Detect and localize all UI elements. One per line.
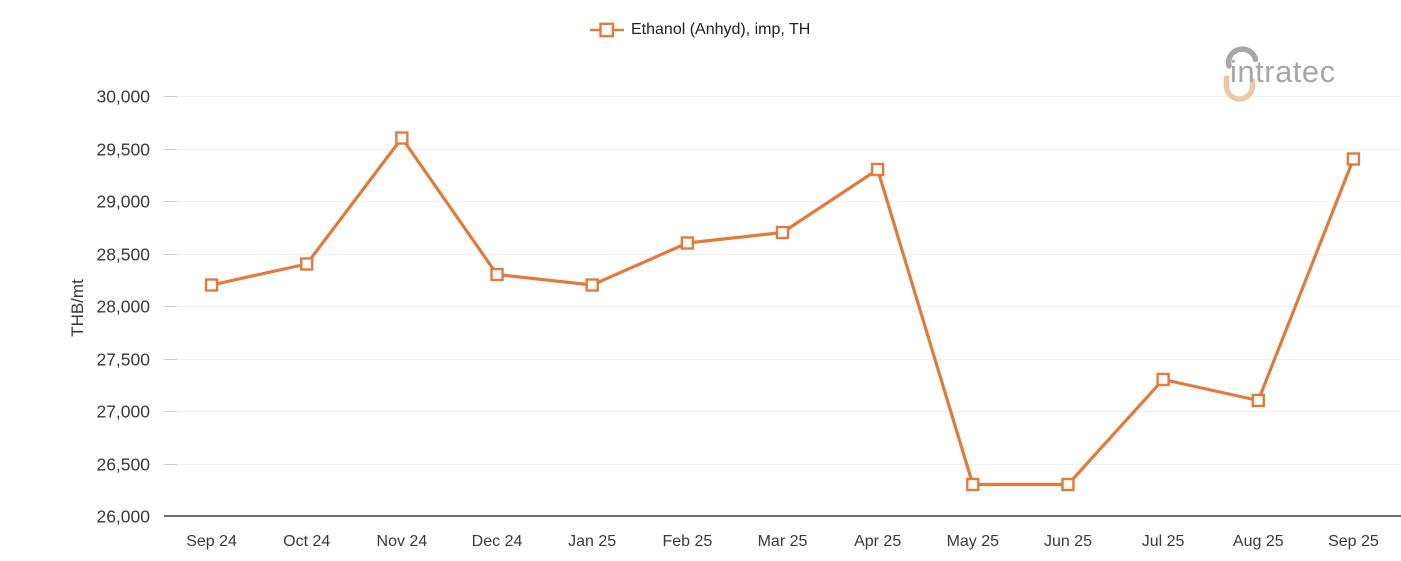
intratec-logo: intratec [1223,46,1336,102]
y-tick-label: 27,500 [96,350,150,370]
data-point-marker [490,267,504,282]
x-tick-label: Jun 25 [1044,533,1092,550]
data-point-marker [1346,152,1361,166]
data-point-marker [680,236,695,250]
x-tick-label: May 25 [947,533,1000,550]
data-point-marker [1251,393,1265,408]
y-tick-label: 28,000 [96,297,150,317]
logo-bottom-arc [1223,75,1256,102]
logo-text: intratec [1230,54,1336,89]
data-point-marker [870,162,885,177]
x-tick-label: Sep 25 [1328,533,1379,550]
x-tick-label: Nov 24 [377,533,428,550]
data-point-marker [775,225,790,240]
legend-item[interactable]: Ethanol (Anhyd), imp, TH [590,19,810,41]
data-point-marker [1061,477,1075,492]
x-tick-label: Aug 25 [1233,533,1284,550]
data-point-marker [300,257,314,271]
logo-top-arc [1225,46,1259,69]
x-tick-label: Sep 24 [186,533,237,550]
legend-marker-icon [590,22,624,38]
x-tick-label: Oct 24 [283,533,330,550]
x-tick-label: Mar 25 [758,533,808,550]
data-point-marker [585,278,599,292]
data-point-marker [395,131,409,145]
x-tick-label: Feb 25 [662,533,712,550]
y-tick-label: 29,000 [96,192,150,212]
x-tick-label: Apr 25 [854,533,901,550]
legend-label: Ethanol (Anhyd), imp, TH [631,21,811,38]
y-tick-label: 26,500 [96,455,150,475]
data-point-marker [966,477,980,492]
x-tick-label: Jan 25 [568,533,616,550]
y-axis-title: THB/mt [68,279,87,337]
data-point-marker [204,278,219,292]
y-tick-label: 29,500 [96,140,150,160]
y-tick-label: 27,000 [96,402,150,422]
data-point-marker [1156,372,1170,387]
y-tick-label: 26,000 [96,507,150,527]
y-tick-label: 28,500 [96,245,150,265]
series-line [209,136,1356,487]
y-tick-label: 30,000 [96,87,150,107]
x-tick-label: Dec 24 [472,533,523,550]
x-tick-label: Jul 25 [1142,533,1185,550]
